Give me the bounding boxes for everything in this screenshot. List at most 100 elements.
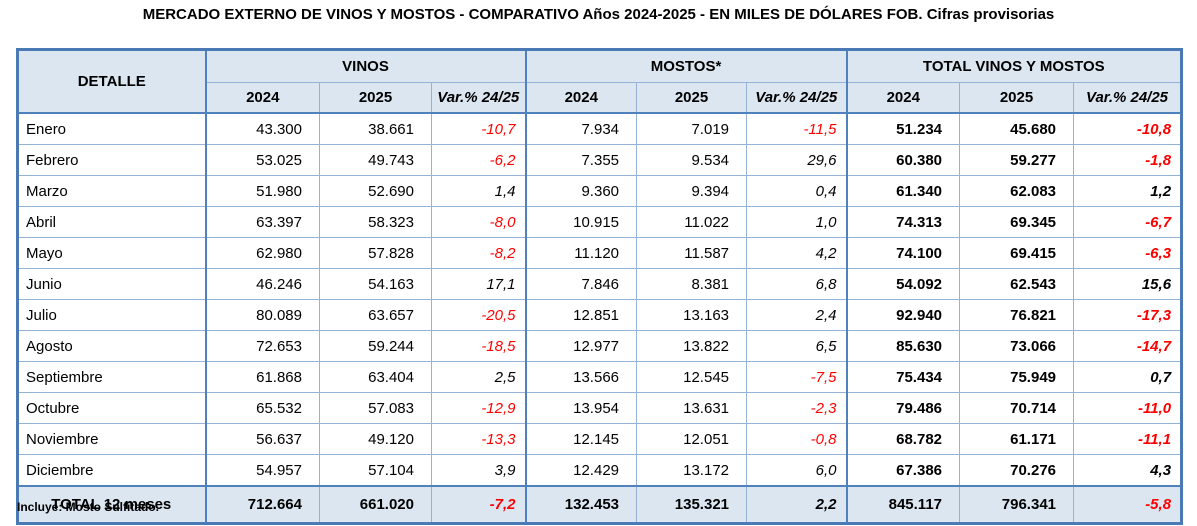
total-var-cell: -17,3 [1073, 299, 1183, 331]
vinos-2024-cell: 53.025 [204, 144, 320, 176]
vinos-2025-cell: 54.163 [319, 268, 432, 300]
mostos-2024-cell: 7.934 [524, 112, 638, 145]
total-2025-cell: 45.680 [959, 112, 1075, 145]
table-row: Septiembre 61.868 63.404 2,5 13.566 12.545 -7,… [17, 361, 1183, 393]
month-label: Mayo [17, 237, 206, 269]
vinos-2025-cell: 661.020 [319, 485, 432, 524]
vinos-2025-cell: 58.323 [319, 206, 432, 238]
mostos-2025-cell: 13.172 [636, 454, 748, 487]
month-label: Septiembre [17, 361, 206, 393]
group-header-row: DETALLE VINOS MOSTOS* TOTAL VINOS Y MOST… [17, 49, 1183, 114]
mostos-2025-cell: 12.545 [636, 361, 748, 393]
total-2024-cell: 67.386 [845, 454, 961, 487]
mostos-2024-cell: 11.120 [524, 237, 638, 269]
month-label: Diciembre [17, 454, 206, 487]
vinos-var-cell: 17,1 [430, 268, 527, 300]
table-row: Agosto 72.653 59.244 -18,5 12.977 13.822 6,5 85… [17, 330, 1183, 362]
table-row: Enero 43.300 38.661 -10,7 7.934 7.019 -11,5 51.… [17, 112, 1183, 145]
vinos-var-cell: -8,2 [430, 237, 527, 269]
mostos-2024-cell: 9.360 [524, 175, 638, 207]
month-label: Octubre [17, 392, 206, 424]
mostos-var-cell: 1,0 [746, 206, 848, 238]
mostos-2024-cell: 12.145 [524, 423, 638, 455]
mostos-2025-cell: 135.321 [636, 485, 748, 524]
total-var-cell: 0,7 [1073, 361, 1183, 393]
table-body: Enero 43.300 38.661 -10,7 7.934 7.019 -11,5 51.… [17, 112, 1183, 487]
total-2024-cell: 845.117 [845, 485, 961, 524]
vinos-var-cell: -18,5 [430, 330, 527, 362]
mostos-2025-cell: 11.022 [636, 206, 748, 238]
vinos-2025-cell: 52.690 [319, 175, 432, 207]
table-row: Julio 80.089 63.657 -20,5 12.851 13.163 2,4 92.… [17, 299, 1183, 331]
mostos-2025-cell: 13.822 [636, 330, 748, 362]
vinos-2025-cell: 57.104 [319, 454, 432, 487]
vinos-2025-cell: 38.661 [319, 112, 432, 145]
vinos-var-cell: 1,4 [430, 175, 527, 207]
month-label: Abril [17, 206, 206, 238]
total-2025-cell: 62.543 [959, 268, 1075, 300]
mostos-2024-cell: 13.954 [524, 392, 638, 424]
vinos-2024-cell: 65.532 [204, 392, 320, 424]
vinos-var-cell: -10,7 [430, 112, 527, 145]
vinos-2024-cell: 43.300 [204, 112, 320, 145]
mostos-var-cell: 4,2 [746, 237, 848, 269]
total-var-cell: -11,0 [1073, 392, 1183, 424]
total-2024-cell: 61.340 [845, 175, 961, 207]
total-2024-header: 2024 [845, 82, 961, 114]
month-label: Agosto [17, 330, 206, 362]
total-var-cell: -5,8 [1073, 485, 1183, 524]
mostos-var-header: Var.% 24/25 [746, 82, 848, 114]
table-row: Marzo 51.980 52.690 1,4 9.360 9.394 0,4 61.340 6… [17, 175, 1183, 207]
vinos-2024-cell: 56.637 [204, 423, 320, 455]
month-label: Enero [17, 112, 206, 145]
mostos-2025-cell: 13.163 [636, 299, 748, 331]
vinos-2024-cell: 72.653 [204, 330, 320, 362]
total-label: TOTAL 12 meses [17, 485, 206, 524]
table-header: DETALLE VINOS MOSTOS* TOTAL VINOS Y MOST… [17, 49, 1183, 114]
mostos-2024-cell: 132.453 [524, 485, 638, 524]
total-var-header: Var.% 24/25 [1073, 82, 1183, 114]
total-2024-cell: 74.100 [845, 237, 961, 269]
mostos-2025-header: 2025 [636, 82, 748, 114]
vinos-2024-cell: 61.868 [204, 361, 320, 393]
vinos-2024-header: 2024 [204, 82, 320, 114]
footnote: Incluye: Mosto Sulfitado. [17, 500, 160, 514]
total-2025-cell: 69.415 [959, 237, 1075, 269]
mostos-2025-cell: 12.051 [636, 423, 748, 455]
group-header-total: TOTAL VINOS Y MOSTOS [845, 49, 1183, 83]
mostos-2025-cell: 13.631 [636, 392, 748, 424]
group-header-mostos: MOSTOS* [524, 49, 848, 83]
total-2025-cell: 76.821 [959, 299, 1075, 331]
mostos-var-cell: 6,0 [746, 454, 848, 487]
vinos-var-cell: -20,5 [430, 299, 527, 331]
vinos-var-cell: -7,2 [430, 485, 527, 524]
total-2025-cell: 59.277 [959, 144, 1075, 176]
total-2025-cell: 796.341 [959, 485, 1075, 524]
mostos-var-cell: 29,6 [746, 144, 848, 176]
mostos-2024-cell: 10.915 [524, 206, 638, 238]
vinos-2025-cell: 49.120 [319, 423, 432, 455]
mostos-2024-cell: 12.977 [524, 330, 638, 362]
mostos-var-cell: 2,2 [746, 485, 848, 524]
mostos-2025-cell: 9.394 [636, 175, 748, 207]
table-row: Abril 63.397 58.323 -8,0 10.915 11.022 1,0 74.3… [17, 206, 1183, 238]
mostos-2024-cell: 7.355 [524, 144, 638, 176]
mostos-var-cell: 0,4 [746, 175, 848, 207]
total-2024-cell: 92.940 [845, 299, 961, 331]
month-label: Julio [17, 299, 206, 331]
mostos-2025-cell: 11.587 [636, 237, 748, 269]
mostos-2025-cell: 9.534 [636, 144, 748, 176]
vinos-2025-cell: 63.404 [319, 361, 432, 393]
vinos-2025-cell: 59.244 [319, 330, 432, 362]
page-title: MERCADO EXTERNO DE VINOS Y MOSTOS - COMP… [142, 6, 1055, 23]
total-var-cell: -1,8 [1073, 144, 1183, 176]
total-2025-cell: 62.083 [959, 175, 1075, 207]
total-2025-cell: 69.345 [959, 206, 1075, 238]
month-label: Junio [17, 268, 206, 300]
vinos-var-cell: -8,0 [430, 206, 527, 238]
year-header-row: 2024 2025 Var.% 24/25 2024 2025 Var.% 24… [18, 82, 1183, 114]
total-2024-cell: 68.782 [845, 423, 961, 455]
mostos-2024-cell: 7.846 [524, 268, 638, 300]
mostos-var-cell: -0,8 [746, 423, 848, 455]
total-row: TOTAL 12 meses 712.664 661.020 -7,2 132.453 1… [17, 485, 1183, 524]
